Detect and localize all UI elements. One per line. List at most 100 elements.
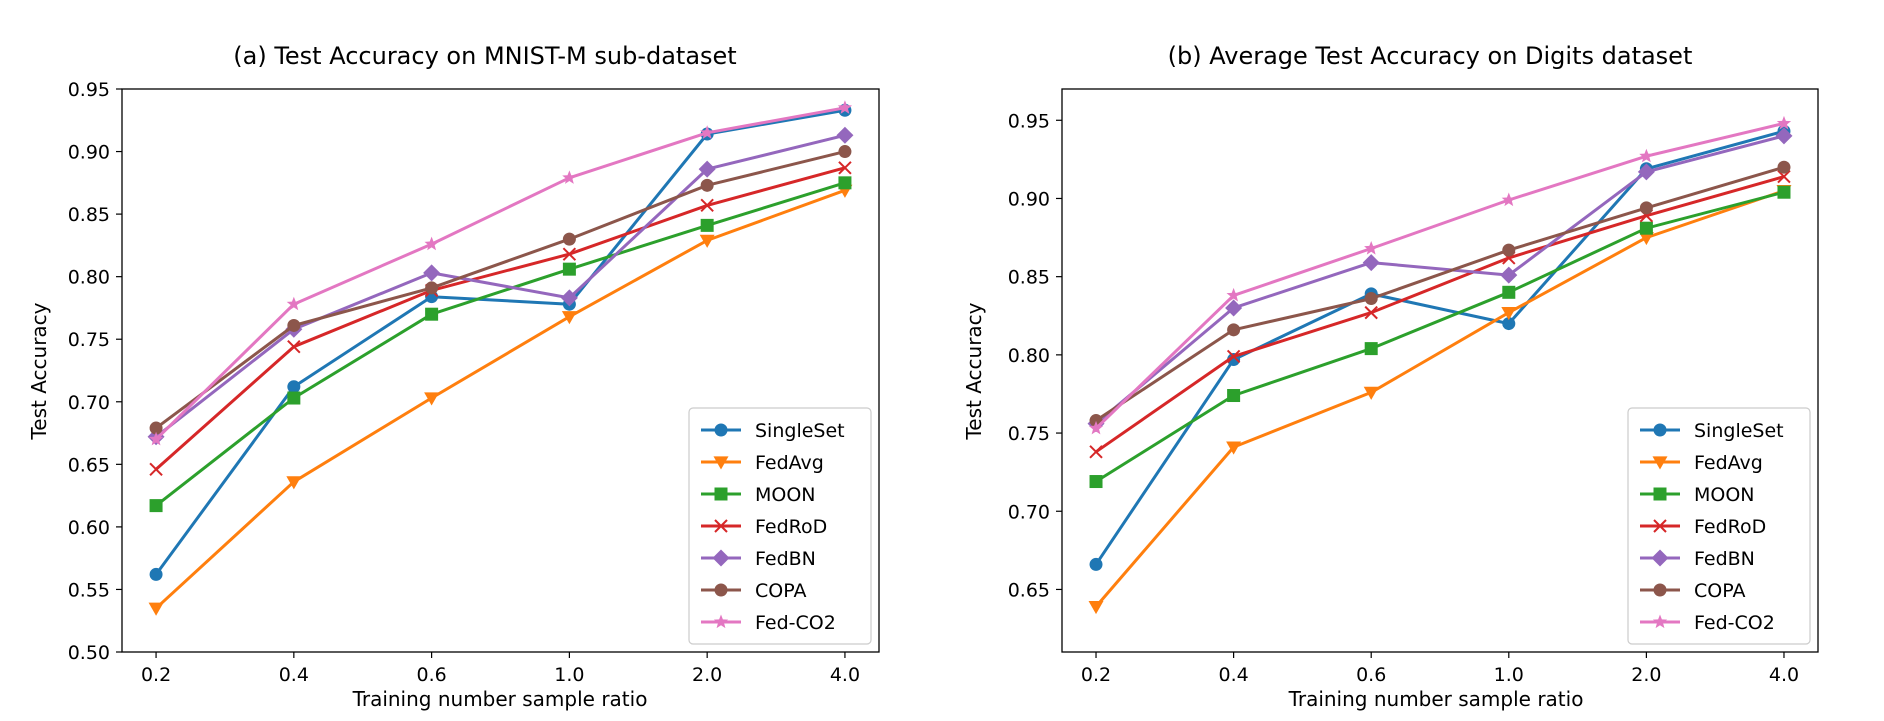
series-line: [155, 106, 846, 441]
legend-entry: Fed-CO2: [1640, 612, 1775, 634]
legend-entry: Fed-CO2: [701, 612, 836, 634]
legend-entry: FedAvg: [1640, 452, 1763, 474]
legend-marker: [714, 423, 728, 437]
marker-stroke: [1777, 169, 1791, 184]
chart-title: (a) Test Accuracy on MNIST-M sub-dataset: [233, 42, 736, 70]
y-tick-label: 0.70: [1008, 501, 1050, 523]
series-line: [155, 188, 846, 610]
legend-marker: [714, 583, 728, 597]
series-line: [1094, 121, 1785, 430]
data-point: [1364, 342, 1378, 356]
legend-marker: [1653, 583, 1667, 597]
data-point: [1638, 231, 1654, 246]
legend-entry: SingleSet: [1640, 420, 1784, 442]
data-point: [425, 307, 439, 321]
data-point: [1637, 163, 1655, 181]
data-point: [1089, 445, 1103, 459]
series-fedbn: [1087, 127, 1793, 433]
data-point: [149, 567, 163, 581]
data-point: [1364, 305, 1378, 320]
x-tick-label: 2.0: [692, 664, 722, 686]
data-point: [424, 392, 440, 406]
legend-marker: [1652, 614, 1668, 629]
legend-entry: FedBN: [701, 548, 816, 570]
data-point: [425, 281, 439, 295]
data-point: [1502, 317, 1516, 331]
series-fedavg: [1088, 185, 1792, 615]
marker-stroke: [1089, 445, 1103, 459]
y-tick-label: 0.95: [1008, 110, 1050, 132]
data-point: [838, 145, 852, 159]
y-tick-label: 0.75: [1008, 423, 1050, 445]
data-point: [1362, 254, 1380, 272]
data-point: [1226, 441, 1242, 455]
x-tick-label: 0.2: [141, 664, 171, 686]
marker-stroke: [700, 198, 714, 213]
series-fed-co2: [1088, 115, 1792, 435]
x-tick-label: 4.0: [830, 664, 860, 686]
x-tick-label: 4.0: [1769, 664, 1799, 686]
data-point: [560, 289, 578, 307]
data-point: [1088, 601, 1104, 615]
legend-entry: FedRoD: [1640, 516, 1766, 538]
y-tick-label: 0.80: [68, 267, 110, 289]
data-point: [838, 176, 852, 190]
legend-marker: [1653, 423, 1667, 437]
y-tick-label: 0.80: [1008, 345, 1050, 367]
y-tick-label: 0.95: [68, 79, 110, 101]
series-line: [1095, 134, 1785, 425]
y-tick-label: 0.85: [1008, 267, 1050, 289]
data-point: [561, 311, 577, 325]
x-tick-label: 0.6: [1356, 664, 1386, 686]
data-point: [1777, 169, 1791, 184]
data-point: [287, 380, 301, 394]
data-point: [287, 391, 301, 405]
y-tick-label: 0.60: [68, 517, 110, 539]
chart-panel-b: (b) Average Test Accuracy on Digits data…: [962, 42, 1819, 711]
series-line: [1094, 129, 1785, 566]
plot-frame: [1061, 88, 1819, 653]
legend-label: SingleSet: [1694, 420, 1784, 442]
legend-entry: FedBN: [1640, 548, 1755, 570]
x-tick-label: 2.0: [1631, 664, 1661, 686]
data-point: [562, 247, 577, 261]
data-point: [699, 234, 715, 248]
x-axis-label: Training number sample ratio: [1288, 687, 1584, 711]
legend-label: MOON: [1694, 484, 1755, 506]
x-tick-label: 0.6: [417, 664, 447, 686]
legend-marker: [712, 549, 730, 567]
legend-marker: [713, 456, 729, 470]
data-point: [1777, 160, 1791, 174]
series-fedrod: [1089, 169, 1791, 459]
data-point: [562, 170, 577, 184]
data-point: [1363, 386, 1379, 400]
legend: SingleSet FedAvg MOON FedRoD FedBN COPA Fed-CO…: [1627, 407, 1811, 645]
legend-label: Fed-CO2: [755, 612, 836, 634]
chart-title: (b) Average Test Accuracy on Digits data…: [1168, 42, 1693, 70]
x-tick-label: 0.4: [1219, 664, 1249, 686]
data-point: [148, 431, 164, 446]
plot-frame: [121, 88, 880, 653]
legend-marker: [714, 487, 728, 501]
legend-marker: [714, 519, 728, 533]
legend-label: FedBN: [1694, 548, 1755, 570]
data-point: [424, 236, 439, 251]
data-point: [838, 161, 852, 175]
legend-label: FedAvg: [755, 452, 824, 474]
y-axis-label: Test Accuracy: [962, 302, 986, 440]
x-axis-label: Training number sample ratio: [352, 687, 648, 711]
data-point: [1502, 285, 1516, 299]
legend-marker: [1651, 549, 1669, 567]
legend-box: [688, 407, 872, 645]
x-tick-label: 1.0: [1494, 664, 1524, 686]
data-point: [1364, 241, 1379, 255]
y-tick-label: 0.75: [68, 329, 110, 351]
legend-label: FedRoD: [755, 516, 827, 538]
x-tick-label: 1.0: [554, 664, 584, 686]
series-line: [155, 166, 846, 471]
series-line: [155, 150, 846, 430]
data-point: [837, 100, 853, 114]
legend-label: FedBN: [755, 548, 816, 570]
y-tick-label: 0.50: [68, 642, 110, 664]
